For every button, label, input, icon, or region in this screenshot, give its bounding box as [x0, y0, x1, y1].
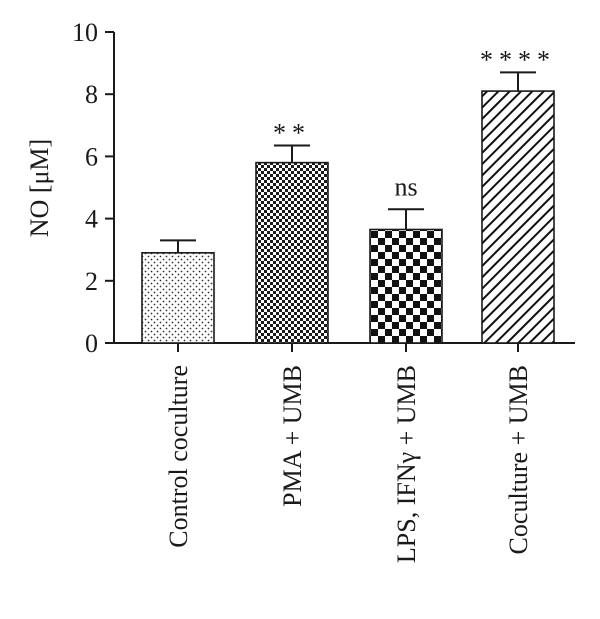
error-bars [160, 71, 536, 253]
category-label: LPS, IFNγ + UMB [392, 365, 421, 563]
significance-label: ** [273, 119, 311, 148]
y-tick-label: 0 [85, 329, 98, 358]
category-labels: Control coculture PMA + UMB LPS, IFNγ + UM… [164, 365, 533, 563]
y-tick-label: 6 [85, 142, 98, 171]
category-label: Coculture + UMB [504, 365, 533, 554]
category-label: PMA + UMB [278, 365, 307, 507]
significance-label: ns [394, 172, 417, 201]
y-tick-label: 4 [85, 205, 98, 234]
y-tick-label: 2 [85, 267, 98, 296]
y-axis: 0 2 4 6 8 10 [72, 18, 115, 358]
y-tick-label: 10 [72, 18, 98, 47]
bar-2 [369, 228, 443, 344]
bar-0 [141, 252, 215, 344]
y-tick-label: 8 [85, 80, 98, 109]
bars [141, 90, 555, 344]
significance-label: **** [480, 45, 556, 74]
bar-1 [255, 161, 329, 344]
significance-annotations: ** ns **** [273, 45, 556, 201]
y-axis-label: NO [μM] [25, 139, 54, 237]
category-label: Control coculture [164, 365, 193, 548]
x-axis [114, 342, 575, 352]
bar-3 [481, 90, 555, 344]
